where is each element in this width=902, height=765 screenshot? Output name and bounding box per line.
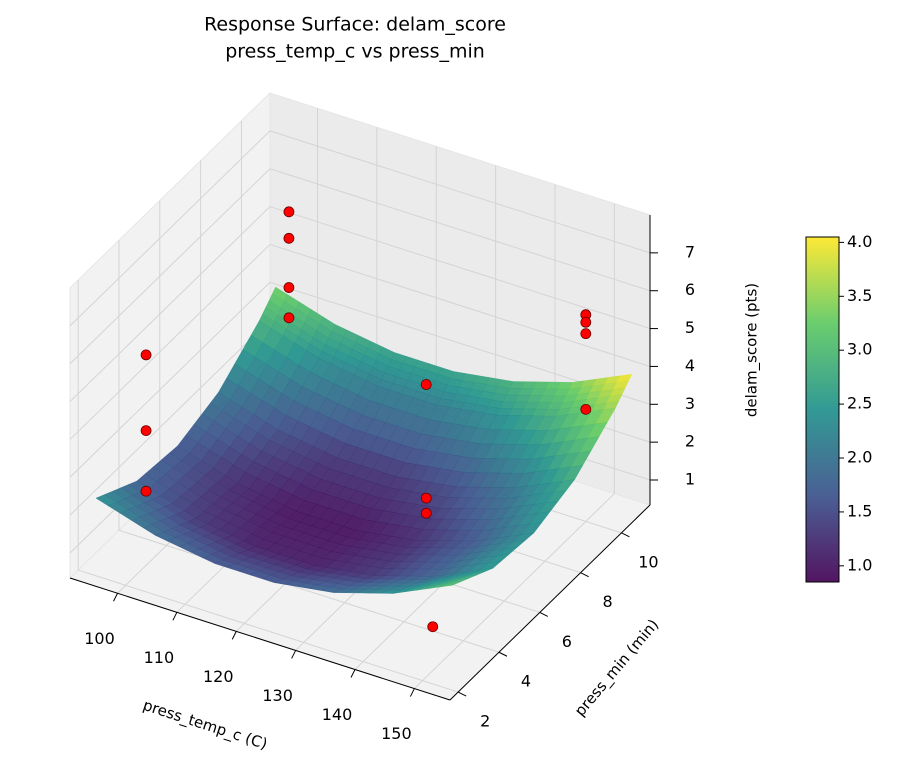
colorbar-tick-label: 3.5 [847, 286, 872, 305]
data-point [283, 206, 295, 218]
colorbar [805, 236, 840, 583]
z-tick-label: 2 [685, 432, 695, 451]
grid-line [269, 130, 651, 254]
z-tick-label: 5 [685, 318, 695, 337]
data-point [140, 349, 152, 361]
y-tick-label: 8 [603, 592, 613, 611]
grid-line [69, 281, 271, 478]
grid-line [269, 168, 651, 292]
tick-mark [621, 532, 630, 538]
grid-line [269, 206, 651, 330]
tick-mark [350, 669, 356, 678]
data-point [140, 485, 152, 497]
grid-line [269, 243, 651, 367]
x-tick-label: 150 [381, 724, 412, 743]
data-point [283, 282, 295, 293]
y-axis [449, 504, 651, 701]
data-point [580, 316, 592, 328]
grid-line [78, 569, 459, 693]
x-axis-label: press_temp_c (C) [140, 696, 269, 754]
tick-mark [113, 593, 118, 602]
z-tick-label: 1 [685, 470, 695, 489]
data-point [427, 621, 439, 633]
chart-title: Response Surface: delam_score [204, 14, 506, 36]
tick-mark [231, 631, 237, 640]
tick-mark [457, 691, 467, 697]
grid-line [69, 244, 271, 440]
tick-mark [409, 688, 415, 697]
z-tick-label: 4 [685, 356, 695, 375]
data-point [283, 232, 295, 244]
surface-patch [440, 581, 461, 588]
y-tick-label: 10 [638, 552, 658, 571]
tick-mark [172, 612, 178, 621]
data-point [140, 425, 152, 437]
x-tick-label: 140 [322, 705, 353, 724]
colorbar-tick-label: 3.0 [847, 340, 872, 359]
grid-line [69, 130, 271, 327]
x-axis [69, 577, 451, 701]
tick-mark [291, 650, 297, 659]
tick-mark [539, 612, 549, 617]
grid-line [118, 529, 500, 653]
chart-subtitle: press_temp_c vs press_min [225, 41, 485, 63]
x-tick-label: 100 [84, 629, 115, 648]
data-point [283, 312, 295, 324]
data-point [420, 379, 432, 390]
z-tick-label: 6 [685, 280, 695, 299]
grid-line [69, 319, 271, 516]
colorbar-tick-label: 1.0 [847, 555, 872, 574]
x-tick-label: 120 [203, 667, 234, 686]
y-tick-label: 6 [562, 632, 572, 651]
tick-mark [580, 572, 589, 578]
y-tick-label: 2 [480, 712, 490, 731]
z-tick-label: 3 [685, 394, 695, 413]
y-tick-label: 4 [521, 672, 531, 691]
y-axis-label: press_min (min) [571, 616, 663, 721]
colorbar-tick-label: 1.5 [847, 501, 872, 520]
grid-line [69, 206, 271, 402]
tick-mark [498, 651, 508, 657]
x-tick-label: 130 [262, 686, 293, 705]
data-point [580, 403, 592, 415]
z-axis-label: delam_score (pts) [743, 283, 762, 417]
x-tick-label: 110 [144, 648, 175, 667]
data-point [420, 507, 432, 519]
grid-line [414, 493, 615, 689]
grid-line [69, 168, 271, 365]
data-point [420, 492, 432, 504]
data-point [580, 328, 592, 340]
z-tick-label: 7 [685, 242, 695, 261]
colorbar-tick-label: 2.0 [847, 448, 872, 467]
colorbar-tick-label: 4.0 [847, 232, 872, 251]
colorbar-tick-label: 2.5 [847, 394, 872, 413]
